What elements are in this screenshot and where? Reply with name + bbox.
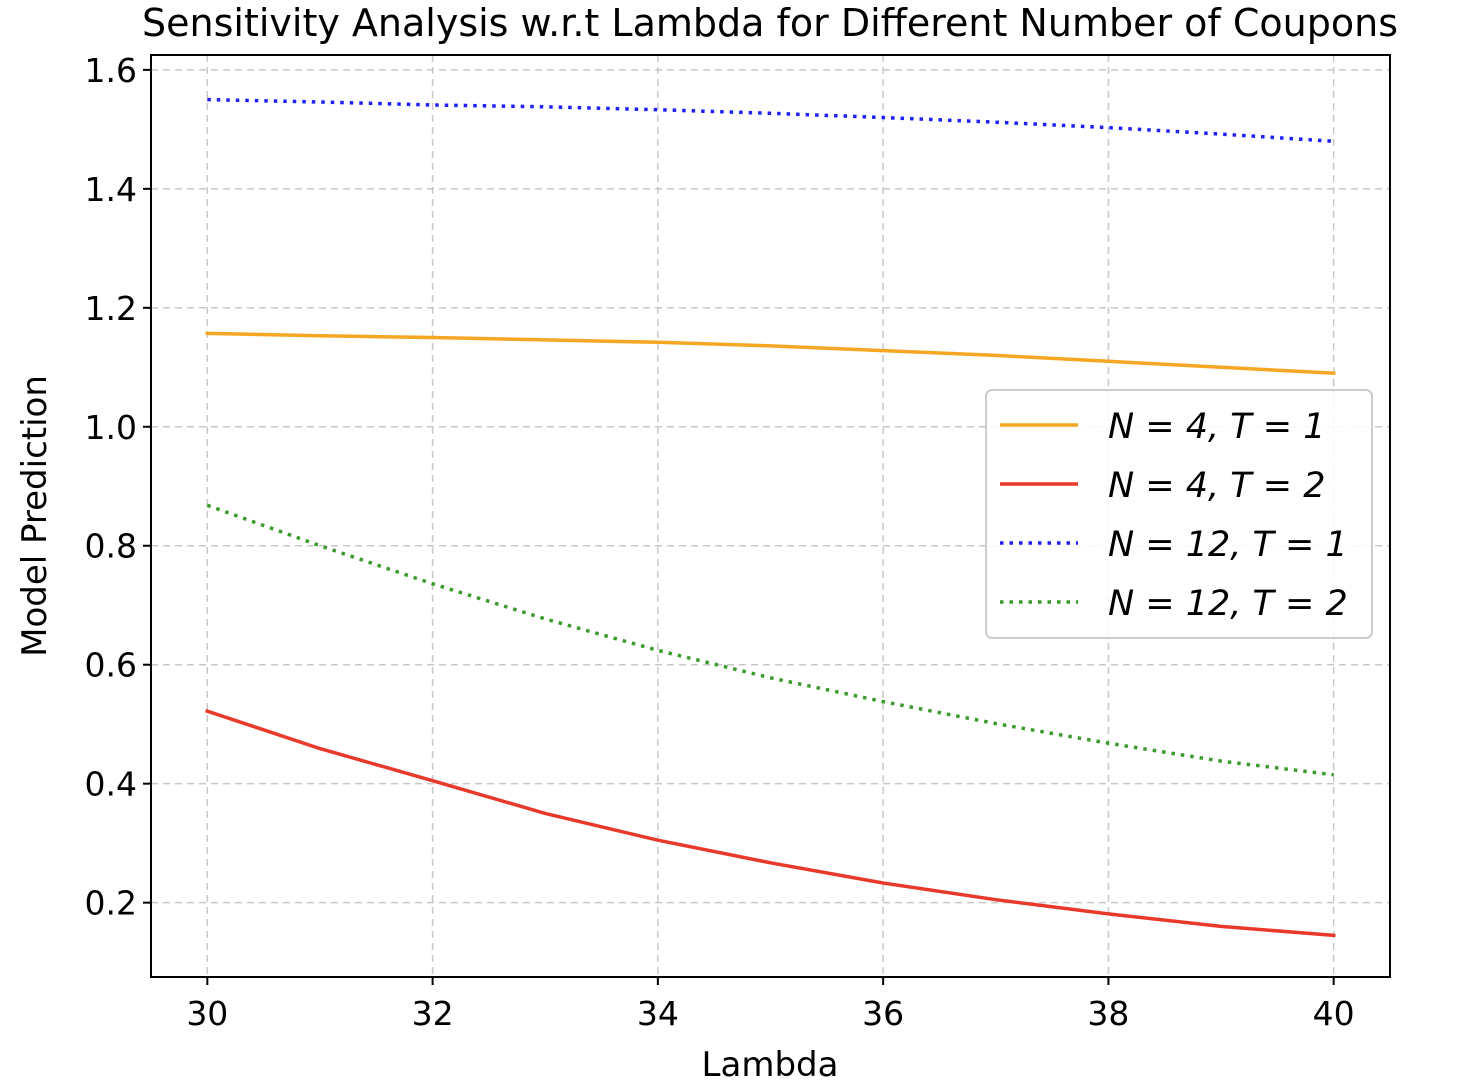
legend-label: N = 12, T = 1 [1108, 525, 1348, 565]
legend-label: N = 12, T = 2 [1108, 584, 1348, 624]
legend-items: N = 4, T = 1 N = 4, T = 2 N = 12, T = 1 N =… [1000, 407, 1348, 624]
x-tick-label: 30 [186, 994, 228, 1033]
y-tick-label: 1.2 [85, 289, 137, 328]
series-line [205, 331, 1336, 376]
y-tick-label: 0.4 [85, 765, 137, 804]
legend-box [985, 389, 1373, 639]
y-axis-label: Model Prediction [15, 375, 55, 657]
chart-title: Sensitivity Analysis w.r.t Lambda for Di… [142, 1, 1398, 45]
x-tick-label: 34 [637, 994, 679, 1033]
legend: N = 4, T = 1 N = 4, T = 2 N = 12, T = 1 N =… [985, 389, 1373, 639]
x-tick-label: 40 [1313, 994, 1355, 1033]
series-line [205, 708, 1336, 938]
x-axis-label: Lambda [702, 1045, 839, 1085]
series-lines [205, 97, 1336, 938]
plot-area-frame [150, 54, 1391, 978]
y-tick-label: 0.6 [85, 646, 137, 685]
axis-ticks: 30 32 34 36 38 40 0.2 0.4 0.6 0.8 1.0 1.2 1.4 1.6 [85, 51, 1355, 1033]
y-tick-label: 1.0 [85, 408, 137, 447]
y-tick-label: 0.2 [85, 884, 137, 923]
legend-label: N = 4, T = 1 [1108, 407, 1326, 447]
x-tick-label: 32 [412, 994, 454, 1033]
x-tick-label: 38 [1087, 994, 1129, 1033]
y-tick-label: 0.8 [85, 527, 137, 566]
series-line [207, 97, 1334, 144]
series-line [206, 503, 1334, 777]
y-tick-label: 1.6 [85, 51, 137, 90]
y-tick-label: 1.4 [85, 170, 137, 209]
legend-label: N = 4, T = 2 [1108, 466, 1326, 506]
x-tick-label: 36 [862, 994, 904, 1033]
